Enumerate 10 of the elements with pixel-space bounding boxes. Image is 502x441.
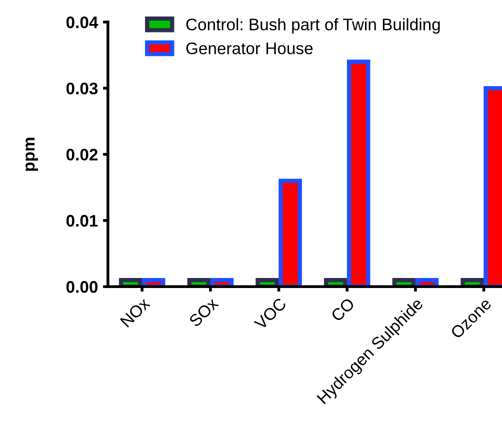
x-tick-label: SOx bbox=[188, 296, 219, 328]
y-tick-label: 0.02 bbox=[66, 148, 98, 161]
y-tick-label: 0.03 bbox=[66, 82, 98, 94]
y-tick-label: 0.01 bbox=[66, 214, 98, 227]
y-tick-label: 0.04 bbox=[66, 16, 98, 28]
y-tick-label: 0.00 bbox=[66, 281, 98, 293]
legend-label: Generator House bbox=[186, 42, 313, 54]
y-axis-title: ppm bbox=[26, 138, 38, 171]
x-tick-label: CO bbox=[330, 297, 356, 322]
legend-label: Control: Bush part of Twin Building bbox=[186, 18, 440, 34]
